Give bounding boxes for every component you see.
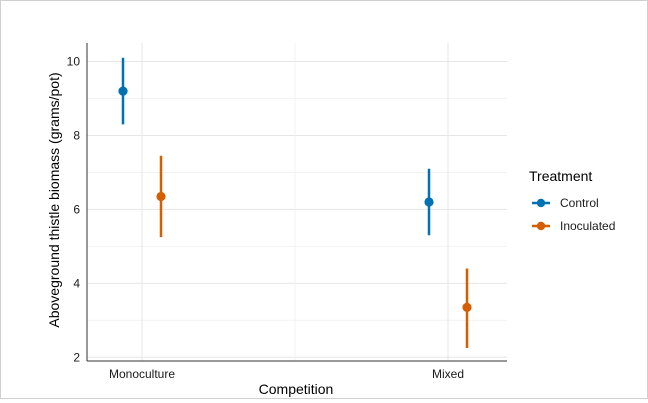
legend-label-inoculated: Inoculated	[560, 219, 615, 233]
grid-layer	[87, 43, 507, 361]
point-inoculated	[156, 191, 166, 202]
legend-key-control-dot	[536, 198, 546, 208]
y-tick-label: 2	[73, 350, 80, 364]
legend-key-inoculated-dot	[536, 221, 546, 231]
y-tick-label: 6	[73, 202, 80, 216]
x-axis-title: Competition	[259, 381, 334, 397]
y-tick-label: 4	[73, 276, 80, 290]
legend: Treatment Control Inoculated	[529, 168, 615, 233]
legend-entry-inoculated: Inoculated	[532, 219, 615, 233]
legend-entry-control: Control	[532, 196, 599, 210]
labels-layer: Competition Aboveground thistle biomass …	[46, 72, 333, 397]
y-axis-title: Aboveground thistle biomass (grams/pot)	[46, 72, 62, 327]
x-tick-label: Mixed	[432, 367, 464, 381]
point-inoculated	[462, 302, 472, 312]
axes-layer: 2 4 6 8 10 Monoculture Mixed	[67, 43, 507, 381]
y-tick-label: 8	[73, 128, 80, 142]
x-tick-label: Monoculture	[109, 367, 175, 381]
legend-title: Treatment	[529, 168, 592, 184]
point-control	[424, 197, 434, 207]
y-tick-label: 10	[67, 54, 81, 68]
point-control	[118, 86, 128, 96]
legend-label-control: Control	[560, 196, 599, 210]
marks-layer	[118, 57, 472, 349]
